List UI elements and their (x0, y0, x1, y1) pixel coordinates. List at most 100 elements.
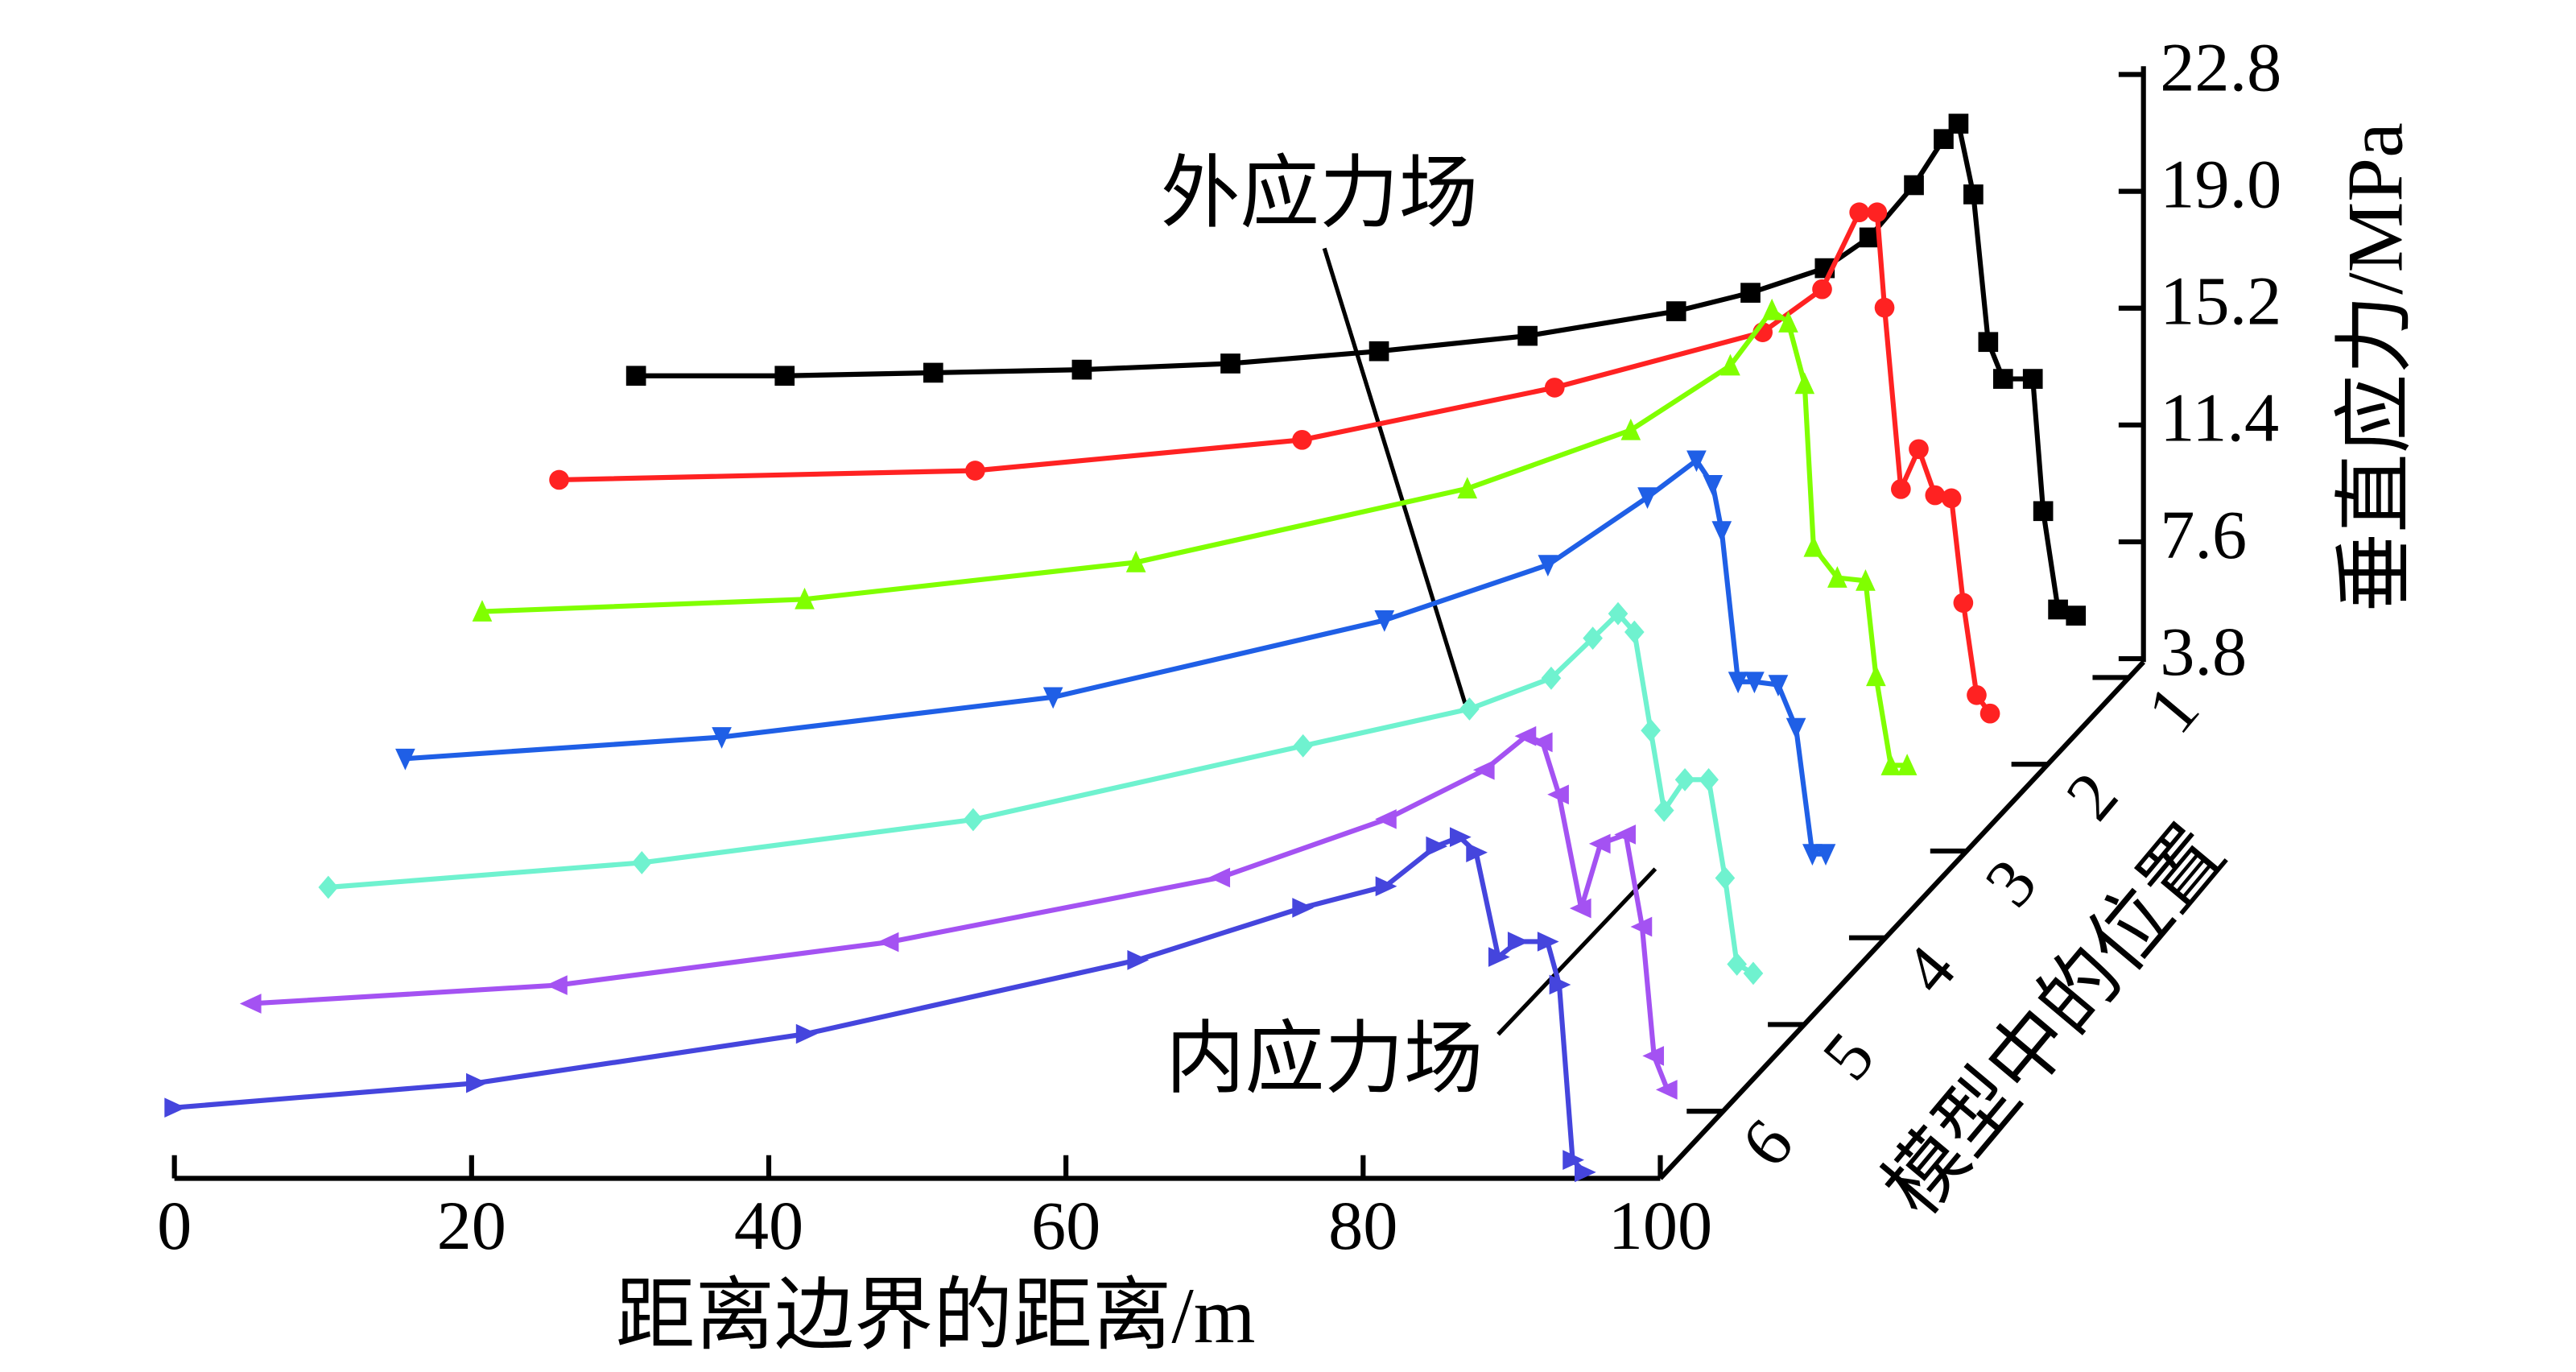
annotation-line (1496, 867, 1657, 1036)
marker (1637, 487, 1657, 510)
marker (395, 748, 415, 771)
y-tick-label: 19.0 (2160, 145, 2281, 222)
y-axis-title: 垂直应力/MPa (2331, 122, 2419, 612)
marker (1699, 767, 1719, 791)
annotation: 内应力场 (1166, 1015, 1484, 1103)
marker (549, 469, 569, 490)
x-tick-label: 100 (1608, 1187, 1713, 1264)
series-line (559, 209, 1992, 716)
depth-tick-label: 2 (2051, 758, 2132, 834)
annotation: 外应力场 (1161, 150, 1479, 238)
marker (1042, 687, 1063, 709)
marker (1666, 301, 1686, 321)
series (318, 601, 1764, 986)
marker (1953, 593, 1974, 614)
marker (1541, 666, 1562, 690)
marker (1867, 202, 1888, 223)
marker (1674, 767, 1695, 791)
marker (1293, 734, 1314, 758)
marker (1740, 283, 1761, 303)
marker (1778, 311, 1798, 333)
marker (1466, 842, 1488, 863)
depth-tick-label: 3 (1970, 845, 2051, 921)
marker (1547, 784, 1569, 805)
marker (1925, 485, 1946, 506)
marker (1642, 1046, 1665, 1066)
depth-tick-label: 4 (1889, 932, 1970, 1008)
marker (1538, 555, 1558, 577)
depth-tick-label: 6 (1726, 1105, 1807, 1181)
marker (1608, 601, 1629, 626)
marker (1630, 916, 1653, 937)
marker (1856, 568, 1876, 591)
series-line (174, 834, 1587, 1175)
marker (1686, 450, 1707, 473)
marker (1948, 114, 1969, 134)
series-line (328, 611, 1755, 976)
marker (1794, 372, 1815, 395)
marker (1802, 844, 1823, 866)
marker (1583, 626, 1603, 651)
marker (1641, 718, 1661, 742)
marker (795, 1023, 818, 1044)
marker (1866, 664, 1886, 687)
axes (174, 66, 2146, 1181)
marker (1897, 754, 1918, 775)
marker (1761, 298, 1782, 320)
marker (2022, 369, 2043, 389)
marker (1426, 836, 1448, 857)
marker (631, 851, 652, 874)
series-line (405, 457, 1827, 857)
y-tick-label: 7.6 (2160, 496, 2247, 573)
marker (1544, 378, 1565, 398)
marker (1963, 184, 1984, 205)
series (395, 450, 1836, 866)
marker (1941, 488, 1962, 509)
series (164, 827, 1596, 1183)
x-axis-title: 距离边界的距离/m (616, 1272, 1256, 1360)
marker (1507, 932, 1530, 952)
marker (1549, 974, 1571, 995)
x-tick-label: 60 (1031, 1187, 1100, 1264)
marker (963, 808, 984, 832)
marker (164, 1097, 187, 1118)
marker (466, 1072, 488, 1093)
marker (1785, 717, 1806, 740)
marker (1815, 844, 1836, 866)
marker (774, 366, 795, 386)
marker (1575, 1162, 1596, 1183)
marker (1071, 359, 1092, 380)
marker (1880, 754, 1901, 775)
marker (1292, 898, 1315, 918)
marker (1979, 703, 2000, 724)
marker (1530, 732, 1553, 753)
x-tick-label: 20 (437, 1187, 506, 1264)
marker (1588, 833, 1611, 854)
marker (1803, 535, 1824, 557)
series (625, 114, 2087, 626)
marker (239, 994, 262, 1014)
marker (1620, 418, 1641, 440)
marker (1517, 325, 1538, 346)
y-tick-label: 11.4 (2160, 379, 2279, 457)
marker (1812, 279, 1832, 300)
series (239, 725, 1678, 1100)
marker (1488, 947, 1510, 967)
marker (1624, 620, 1645, 644)
marker (1909, 439, 1929, 460)
marker (795, 587, 815, 610)
marker (546, 975, 568, 995)
marker (1992, 369, 2013, 389)
marker (1978, 332, 1999, 353)
marker (1127, 950, 1150, 970)
marker (2066, 605, 2087, 626)
marker (1653, 799, 1674, 822)
marker (1368, 341, 1389, 362)
marker (625, 366, 646, 386)
marker (1967, 684, 1987, 705)
marker (1125, 551, 1146, 572)
marker (1874, 297, 1895, 318)
marker (318, 875, 339, 899)
marker (1743, 961, 1764, 986)
